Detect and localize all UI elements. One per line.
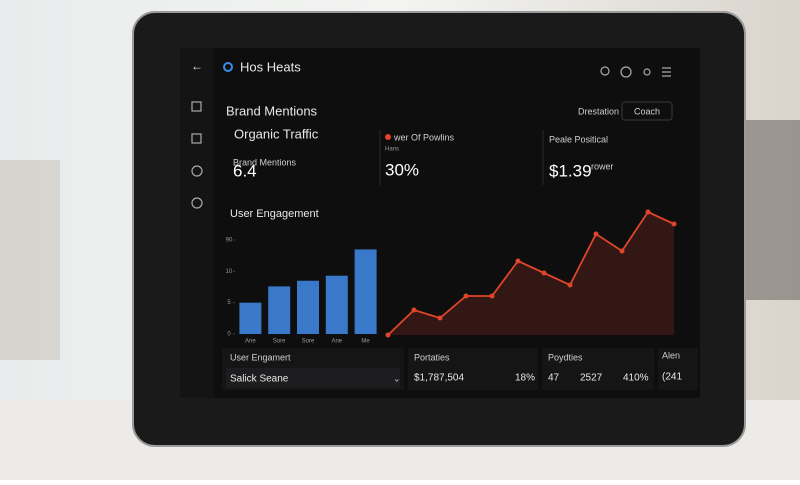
table-cell xyxy=(408,348,538,390)
legend-dot xyxy=(385,134,391,140)
profile-icon[interactable] xyxy=(620,66,632,78)
nav-icon[interactable] xyxy=(191,197,203,209)
x-tick-label: Sore xyxy=(302,339,315,345)
y-tick-label: 10 xyxy=(226,269,233,275)
table-cell-text: (241 xyxy=(662,372,682,383)
point xyxy=(671,221,677,227)
x-tick-label: Me xyxy=(361,339,370,345)
point xyxy=(619,248,625,254)
blurred-person xyxy=(0,160,60,360)
card-label: Brand Mentions xyxy=(233,157,297,167)
dropdown[interactable]: Coach xyxy=(634,106,660,116)
table-header: User Engamert xyxy=(230,352,291,362)
bar xyxy=(297,280,319,334)
line xyxy=(387,210,675,336)
card-value: 30% xyxy=(385,160,419,179)
y-tick-label: 5 xyxy=(227,300,231,306)
nav-icon[interactable] xyxy=(191,101,202,112)
dropdown-box[interactable] xyxy=(621,101,673,121)
table-cell-text: 410% xyxy=(623,373,649,384)
select-box[interactable] xyxy=(226,368,400,388)
table-cell xyxy=(658,348,698,390)
table-cell-text: $1,787,504 xyxy=(414,373,464,384)
search-icon[interactable] xyxy=(600,66,610,76)
toolbar-button[interactable]: Drestation xyxy=(578,106,619,116)
card-value: $1.39 xyxy=(549,161,592,180)
nav-icon[interactable] xyxy=(191,133,202,144)
point xyxy=(541,270,547,276)
card-title: Peale Positical xyxy=(549,134,608,144)
table-header: Poydties xyxy=(548,352,583,362)
card-title: wer Of Powlins xyxy=(393,132,455,142)
back-icon[interactable]: ← xyxy=(191,59,203,73)
card-value: 6.4 xyxy=(233,161,257,180)
table-header: Portaties xyxy=(414,352,450,362)
card-title: Organic Traffic xyxy=(234,126,319,141)
point xyxy=(489,293,495,299)
bar xyxy=(239,302,262,334)
table-cell-text: 47 xyxy=(548,373,560,384)
table-cell xyxy=(542,348,654,390)
section-title: Brand Mentions xyxy=(226,103,318,118)
point xyxy=(593,231,599,237)
card-label: Hans xyxy=(385,147,399,153)
table-cell-text: 2527 xyxy=(580,373,603,384)
header-title: Hos Heats xyxy=(240,59,301,74)
point xyxy=(567,282,573,288)
card-suffix: rower xyxy=(591,161,614,171)
point xyxy=(437,315,443,321)
x-tick-label: Ane xyxy=(245,339,256,345)
point xyxy=(385,332,391,338)
bar xyxy=(325,275,348,334)
chart-title: User Engagement xyxy=(230,208,319,220)
x-tick-label: Sore xyxy=(273,339,286,345)
point xyxy=(645,209,651,215)
menu-icon[interactable] xyxy=(662,67,671,77)
bar xyxy=(354,249,377,334)
table-cell-text: 18% xyxy=(515,373,535,384)
point xyxy=(411,307,417,313)
area-fill xyxy=(388,212,674,335)
x-tick-label: Ane xyxy=(331,339,342,345)
point xyxy=(515,258,521,264)
y-tick-label: 90 xyxy=(226,238,233,244)
sidebar xyxy=(180,48,214,398)
table-cell-text[interactable]: Salick Seane xyxy=(230,374,289,385)
bar xyxy=(268,286,291,334)
link-icon[interactable] xyxy=(643,68,651,76)
y-tick-label: 0 xyxy=(227,332,231,338)
table-header: Alen xyxy=(662,350,680,360)
search-icon[interactable] xyxy=(223,62,233,72)
point xyxy=(463,293,469,299)
chevron[interactable]: ⌄ xyxy=(393,373,401,383)
screen xyxy=(180,48,700,398)
nav-icon[interactable] xyxy=(191,165,203,177)
